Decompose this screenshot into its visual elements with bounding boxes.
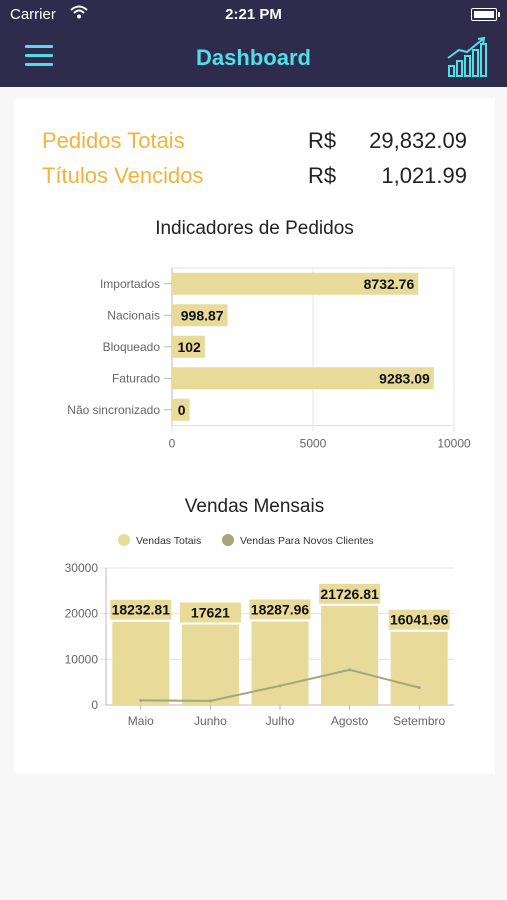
bar-label-background <box>110 599 172 620</box>
bar-value-label: 18232.81 <box>112 602 171 618</box>
bar-value-label: 102 <box>177 339 201 355</box>
bar <box>172 398 190 421</box>
page-title: Dashboard <box>196 45 311 70</box>
legend-swatch-vendas-totais <box>118 534 130 546</box>
legend-swatch-novos-clientes <box>222 534 234 546</box>
x-tick-label: Junho <box>194 714 227 728</box>
summary-label: Títulos Vencidos <box>42 163 204 188</box>
bar <box>172 272 419 295</box>
bar-value-label: 21726.81 <box>320 586 379 602</box>
chart-title-vendas: Vendas Mensais <box>184 496 325 517</box>
bar <box>390 631 448 705</box>
summary-row-pedidos: Pedidos Totais R$ 29,832.09 <box>42 128 467 158</box>
summary-currency: R$ <box>308 163 337 188</box>
bar-value-label: 998.87 <box>181 307 224 323</box>
bar-chart-trend-icon[interactable] <box>445 36 489 80</box>
y-tick-label: Nacionais <box>107 308 160 322</box>
y-tick-label: Bloqueado <box>103 340 161 354</box>
y-tick-label: Não sincronizado <box>67 403 160 417</box>
bar-value-label: 8732.76 <box>364 276 415 292</box>
x-tick-label: 0 <box>169 437 176 451</box>
hamburger-icon[interactable] <box>25 45 53 67</box>
x-tick-label: Agosto <box>331 714 369 728</box>
bar-label-background <box>179 602 241 623</box>
bar-value-label: 0 <box>178 402 186 418</box>
bar <box>172 335 205 358</box>
x-tick-label: Julho <box>266 714 295 728</box>
bar-label-background <box>319 583 381 604</box>
status-time: 2:21 PM <box>225 6 282 23</box>
summary-amount: 1,021.99 <box>381 163 467 188</box>
bar <box>112 621 170 705</box>
dashboard-card: Pedidos Totais R$ 29,832.09 Títulos Venc… <box>14 98 495 774</box>
y-tick-label: 30000 <box>65 561 99 575</box>
y-tick-label: 10000 <box>65 652 99 666</box>
line-point <box>208 699 212 703</box>
x-tick-label: Setembro <box>393 714 445 728</box>
bar <box>251 621 309 705</box>
bar <box>321 605 379 705</box>
bar-label-background <box>388 609 450 630</box>
line-point <box>139 698 143 702</box>
bar-value-label: 16041.96 <box>390 612 449 628</box>
bar-value-label: 9283.09 <box>379 370 430 386</box>
status-bar: Carrier 2:21 PM <box>0 0 507 30</box>
chart-title-indicadores: Indicadores de Pedidos <box>155 218 354 239</box>
navbar: Dashboard <box>0 30 507 87</box>
bar-value-label: 17621 <box>191 605 230 621</box>
legend-label: Vendas Totais <box>136 535 201 547</box>
y-tick-label: 0 <box>91 698 98 712</box>
y-tick-label: 20000 <box>65 607 99 621</box>
summary-label: Pedidos Totais <box>42 128 185 153</box>
bar <box>172 304 228 327</box>
wifi-icon <box>70 5 88 22</box>
legend-label: Vendas Para Novos Clientes <box>240 535 374 547</box>
line-point <box>278 684 282 688</box>
line-point <box>348 668 352 672</box>
battery-icon <box>471 8 500 21</box>
y-tick-label: Importados <box>100 277 160 291</box>
x-tick-label: 5000 <box>300 437 327 451</box>
summary-amount: 29,832.09 <box>369 128 467 153</box>
bar-label-background <box>249 599 311 620</box>
x-tick-label: 10000 <box>437 437 471 451</box>
indicadores-bar-chart: 0 5000 10000 Importados 8732.76 Nacionais 998.… <box>67 267 471 451</box>
bar <box>172 367 434 390</box>
y-tick-label: Faturado <box>112 371 160 385</box>
x-tick-label: Maio <box>128 714 154 728</box>
summary-row-titulos: Títulos Vencidos R$ 1,021.99 <box>42 163 467 193</box>
bar-value-label: 18287.96 <box>251 601 310 617</box>
vendas-mensais-chart: Vendas Totais Vendas Para Novos Clientes 0… <box>65 534 454 728</box>
summary-currency: R$ <box>308 128 337 153</box>
bar <box>181 624 239 705</box>
line-point <box>417 686 421 690</box>
carrier-label: Carrier <box>10 6 56 23</box>
